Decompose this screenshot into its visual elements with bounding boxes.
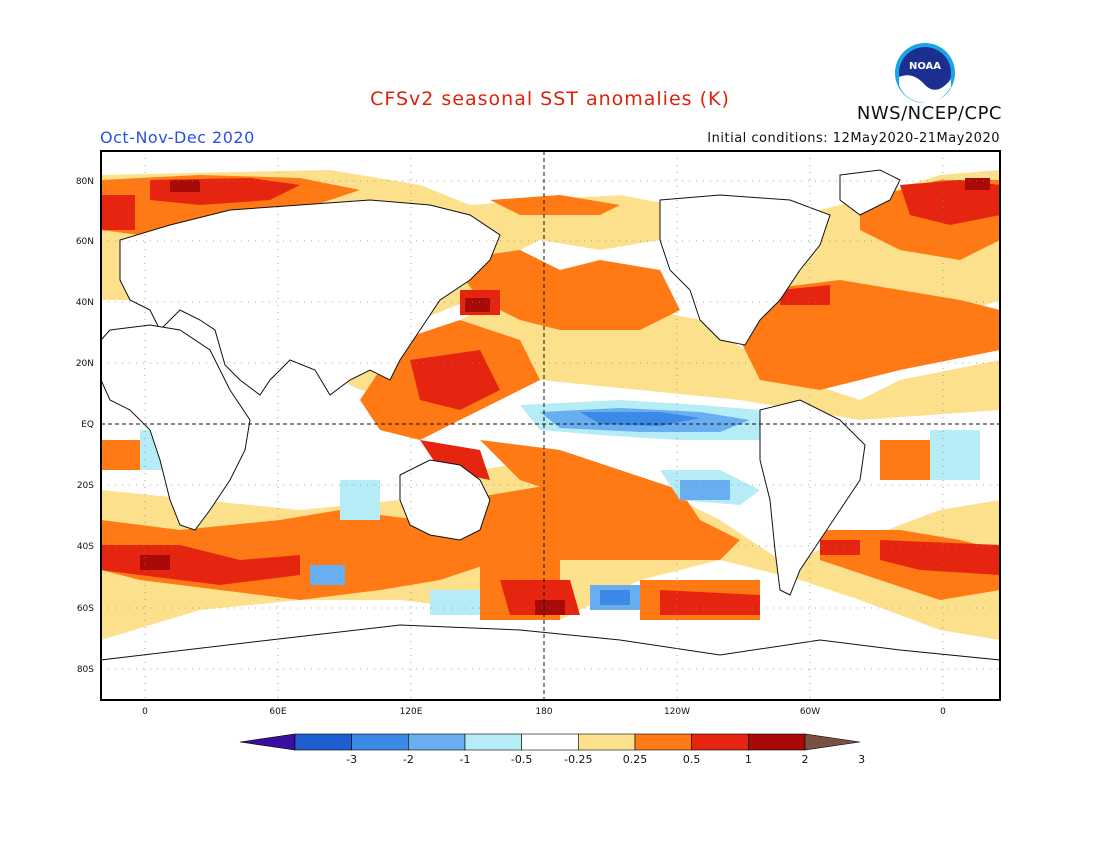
graticule: [101, 151, 1000, 700]
colorbar-label: -1: [460, 753, 471, 766]
australia: [399, 459, 491, 541]
colorbar: -3 -2 -1 -0.5 -0.25 0.25 0.5 1 2 3: [239, 733, 865, 766]
logo-lettering: NOAA: [909, 61, 941, 72]
lat-label: 20N: [76, 359, 94, 369]
latitude-axis: 80N 60N 40N 20N EQ 20S 40S 60S 80S: [76, 177, 94, 675]
lon-label: 60W: [800, 707, 820, 717]
lon-label: 120W: [664, 707, 690, 717]
map-title: CFSv2 seasonal SST anomalies (K): [370, 88, 730, 110]
colorbar-segment: [634, 733, 692, 751]
season-label: Oct-Nov-Dec 2020: [100, 128, 255, 147]
lat-label: 40N: [76, 298, 94, 308]
lat-label: EQ: [81, 420, 94, 430]
colorbar-segment: [521, 733, 579, 751]
longitude-axis: 0 60E 120E 180 120W 60W 0: [142, 707, 946, 717]
lon-label: 180: [535, 707, 552, 717]
colorbar-label: -0.5: [511, 753, 532, 766]
colorbar-segment: [408, 733, 466, 751]
colorbar-segment: [239, 733, 296, 751]
land-masses: [100, 169, 1001, 701]
noaa-logo: NOAA: [895, 43, 955, 104]
lat-label: 60N: [76, 237, 94, 247]
colorbar-segment: [351, 733, 409, 751]
colorbar-segment: [691, 733, 749, 751]
lat-label: 20S: [77, 481, 94, 491]
lon-label: 120E: [400, 707, 423, 717]
lat-label: 40S: [77, 542, 94, 552]
north-america: [659, 194, 831, 346]
lat-label: 60S: [77, 604, 94, 614]
lon-label: 0: [940, 707, 946, 717]
colorbar-segment: [804, 733, 861, 751]
colorbar-segment: [464, 733, 522, 751]
africa: [100, 324, 251, 531]
lon-label: 0: [142, 707, 148, 717]
eurasia: [119, 199, 501, 396]
colorbar-label: -2: [403, 753, 414, 766]
colorbar-segment: [294, 733, 352, 751]
lat-label: 80N: [76, 177, 94, 187]
initial-conditions-label: Initial conditions: 12May2020-21May2020: [707, 131, 1000, 146]
colorbar-label: 1: [745, 753, 752, 766]
colorbar-segment: [578, 733, 636, 751]
colorbar-label: 2: [802, 753, 809, 766]
colorbar-label: 0.5: [683, 753, 701, 766]
organization-label: NWS/NCEP/CPC: [856, 103, 1002, 124]
colorbar-label: -0.25: [564, 753, 592, 766]
colorbar-label: -3: [346, 753, 357, 766]
lat-label: 80S: [77, 665, 94, 675]
anomaly-field-strong-cool: [580, 412, 700, 605]
colorbar-segment: [748, 733, 806, 751]
anomaly-field-strong-warm: [101, 178, 1000, 615]
colorbar-label: 3: [858, 753, 865, 766]
lon-label: 60E: [269, 707, 286, 717]
map-frame: [100, 150, 1001, 701]
colorbar-label: 0.25: [623, 753, 648, 766]
